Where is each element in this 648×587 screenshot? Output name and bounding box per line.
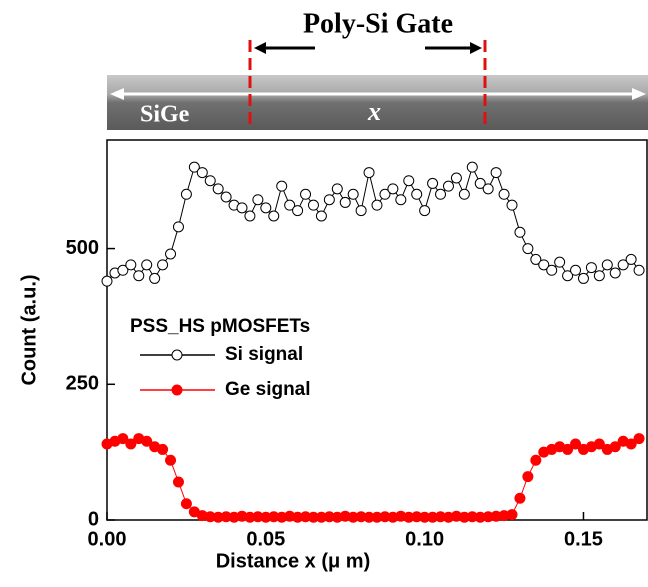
- data-point: [197, 168, 207, 178]
- arrow-head: [470, 42, 482, 54]
- data-point: [531, 455, 541, 465]
- data-point: [523, 244, 533, 254]
- data-point: [586, 263, 596, 273]
- arrow-head: [254, 42, 266, 54]
- data-point: [602, 260, 612, 270]
- legend-label: Ge signal: [225, 379, 311, 400]
- data-point: [626, 254, 636, 264]
- data-point: [499, 189, 509, 199]
- data-point: [102, 276, 112, 286]
- data-point: [261, 203, 271, 213]
- data-point: [158, 444, 168, 454]
- data-point: [213, 184, 223, 194]
- x-axis-label: Distance x (μ m): [216, 550, 371, 572]
- data-point: [277, 181, 287, 191]
- data-point: [301, 189, 311, 199]
- data-point: [634, 265, 644, 275]
- data-point: [571, 265, 581, 275]
- data-point: [150, 273, 160, 283]
- data-point: [515, 493, 525, 503]
- data-point: [340, 197, 350, 207]
- data-point: [594, 271, 604, 281]
- data-point: [578, 273, 588, 283]
- data-point: [237, 203, 247, 213]
- x-tick-label: 0.05: [246, 528, 285, 550]
- data-point: [467, 162, 477, 172]
- data-point: [412, 189, 422, 199]
- data-point: [253, 195, 263, 205]
- legend-label: Si signal: [225, 344, 303, 365]
- data-point: [388, 184, 398, 194]
- data-point: [443, 181, 453, 191]
- data-point: [555, 257, 565, 267]
- data-point: [483, 184, 493, 194]
- y-tick-label: 500: [66, 237, 99, 259]
- y-axis-label: Count (a.u.): [18, 274, 40, 385]
- data-point: [221, 192, 231, 202]
- data-point: [396, 195, 406, 205]
- data-point: [356, 206, 366, 216]
- data-point: [420, 206, 430, 216]
- legend-title: PSS_HS pMOSFETs: [130, 316, 310, 337]
- x-tick-label: 0.15: [564, 528, 603, 550]
- data-point: [308, 200, 318, 210]
- data-point: [451, 173, 461, 183]
- data-point: [173, 222, 183, 232]
- data-point: [293, 206, 303, 216]
- data-point: [269, 211, 279, 221]
- data-point: [372, 200, 382, 210]
- data-point: [332, 184, 342, 194]
- data-point: [436, 189, 446, 199]
- sige-label: SiGe: [140, 102, 190, 128]
- data-point: [158, 260, 168, 270]
- data-point: [126, 260, 136, 270]
- data-point: [324, 195, 334, 205]
- data-point: [173, 477, 183, 487]
- data-point: [142, 260, 152, 270]
- data-point: [181, 189, 191, 199]
- data-point: [181, 499, 191, 509]
- data-point: [507, 510, 517, 520]
- x-tick-label: 0.10: [405, 528, 444, 550]
- data-point: [491, 168, 501, 178]
- data-point: [547, 265, 557, 275]
- data-point: [134, 271, 144, 281]
- chart-title: Poly-Si Gate: [303, 8, 453, 39]
- data-point: [316, 211, 326, 221]
- y-tick-label: 250: [66, 373, 99, 395]
- data-point: [166, 455, 176, 465]
- data-point: [166, 249, 176, 259]
- data-point: [364, 168, 374, 178]
- data-point: [245, 211, 255, 221]
- data-point: [634, 434, 644, 444]
- data-point: [507, 200, 517, 210]
- data-point: [404, 176, 414, 186]
- chart: Poly-Si Gate SiGe x Distance x (μ m) Cou…: [0, 0, 648, 582]
- data-point: [515, 227, 525, 237]
- data-point: [205, 176, 215, 186]
- y-tick-label: 0: [88, 508, 99, 530]
- data-point: [459, 189, 469, 199]
- x-tick-label: 0.00: [88, 528, 127, 550]
- data-point: [348, 189, 358, 199]
- data-point: [610, 268, 620, 278]
- legend-marker: [172, 385, 182, 395]
- data-point: [428, 178, 438, 188]
- x-label-image: x: [367, 97, 381, 126]
- data-point: [523, 472, 533, 482]
- legend-marker: [172, 350, 182, 360]
